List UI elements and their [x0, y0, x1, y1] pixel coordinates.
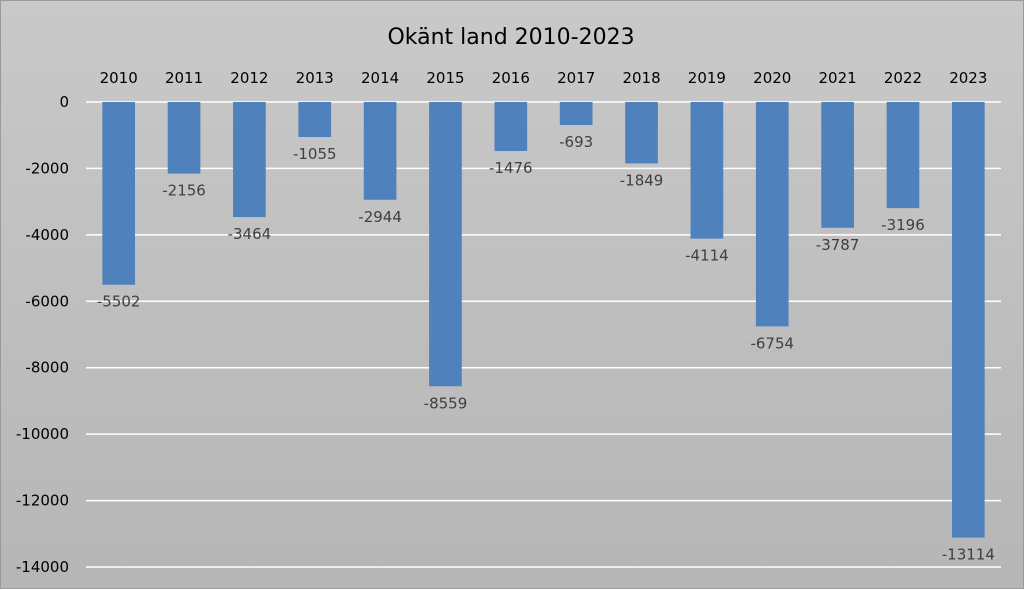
data-label: -13114: [942, 546, 995, 564]
y-tick-label: -2000: [25, 159, 69, 177]
category-label: 2019: [688, 69, 726, 87]
y-tick-label: -4000: [25, 226, 69, 244]
data-label: -3787: [816, 236, 860, 254]
data-label: -4114: [685, 247, 729, 265]
category-label: 2014: [361, 69, 399, 87]
data-label: -5502: [97, 293, 141, 311]
data-label: -2156: [162, 182, 206, 200]
y-tick-label: -10000: [16, 425, 69, 443]
bar: [494, 102, 528, 152]
category-label: 2018: [622, 69, 660, 87]
y-tick-label: -6000: [25, 292, 69, 310]
bar: [167, 102, 201, 174]
bar: [625, 102, 658, 164]
data-label: -6754: [750, 334, 794, 352]
bar: [951, 102, 985, 538]
bar: [559, 102, 593, 126]
bar: [102, 102, 136, 285]
y-tick-label: -8000: [25, 359, 69, 377]
category-label: 2015: [426, 69, 464, 87]
bar: [298, 102, 332, 138]
category-label: 2022: [884, 69, 922, 87]
data-label: -1849: [620, 171, 664, 189]
category-label: 2012: [230, 69, 268, 87]
category-label: 2011: [165, 69, 203, 87]
category-labels: 2010 2011 2012 2013 2014 2015 2016 2017 2018 2019…: [100, 69, 988, 87]
category-label: 2023: [949, 69, 987, 87]
bar: [821, 102, 854, 228]
y-tick-label: 0: [59, 93, 69, 111]
bar: [363, 102, 397, 200]
category-label: 2013: [296, 69, 334, 87]
category-label: 2021: [819, 69, 857, 87]
bar: [755, 102, 789, 327]
grid-lines: [86, 101, 1001, 568]
chart-title: Okänt land 2010-2023: [387, 25, 634, 50]
category-label: 2010: [100, 69, 138, 87]
data-label: -3464: [228, 225, 272, 243]
data-label: -1055: [293, 145, 337, 163]
y-tick-label: -12000: [16, 492, 69, 510]
data-label: -1476: [489, 159, 533, 177]
bar: [429, 102, 462, 387]
data-label: -3196: [881, 216, 925, 234]
category-label: 2016: [492, 69, 530, 87]
bar: [690, 102, 724, 239]
y-tick-label: -14000: [16, 558, 69, 576]
data-label: -8559: [424, 394, 468, 412]
data-labels: -5502 -2156 -3464 -1055 -2944 -8559 -1476 -693 -…: [97, 133, 995, 564]
category-label: 2020: [753, 69, 791, 87]
y-axis-ticks: 0 -2000 -4000 -6000 -8000 -10000 -12000 -14000: [16, 93, 69, 576]
bar: [233, 102, 266, 218]
category-label: 2017: [557, 69, 595, 87]
bar: [886, 102, 920, 209]
data-label: -2944: [358, 208, 402, 226]
bars: [102, 102, 985, 538]
data-label: -693: [559, 133, 593, 151]
